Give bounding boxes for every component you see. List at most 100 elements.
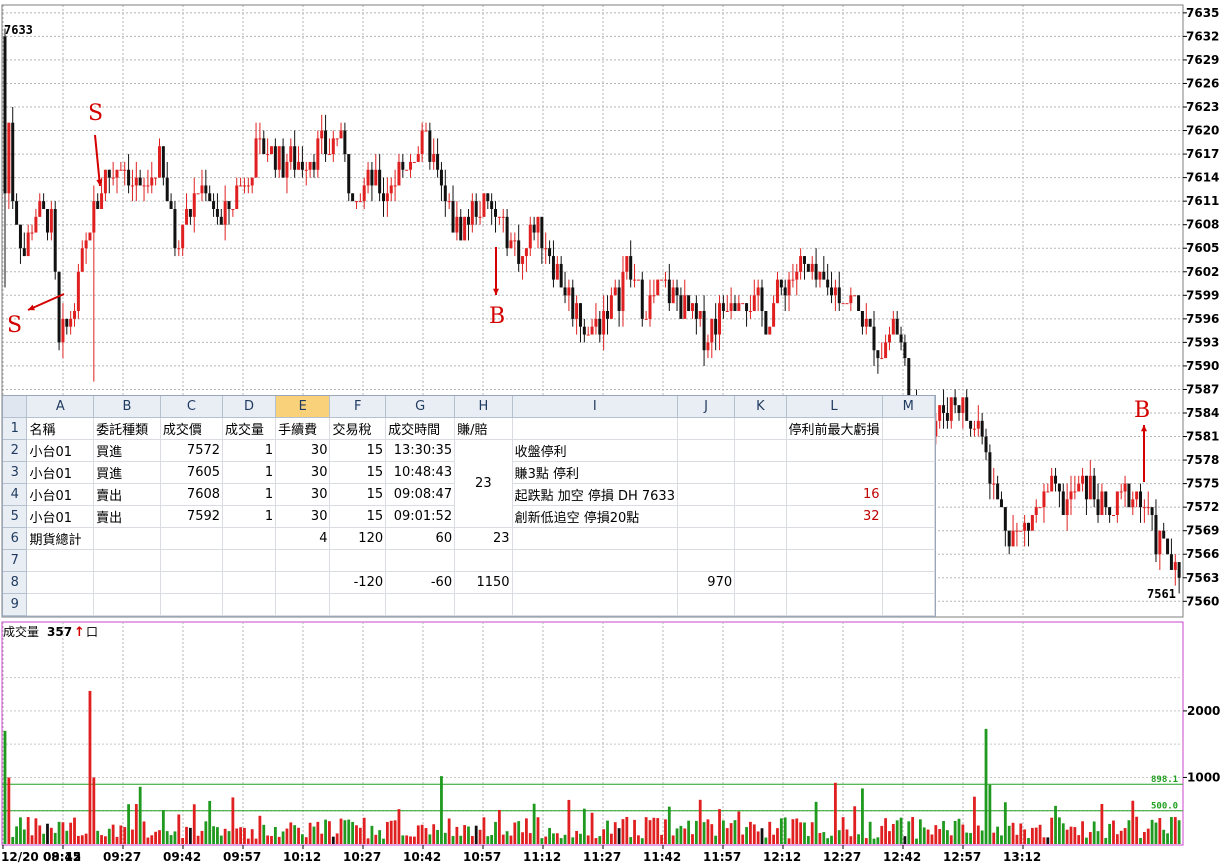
cell-J8[interactable]: 970 [677,571,736,594]
row-header[interactable]: 2 [3,439,28,462]
cell-K2[interactable] [734,439,787,462]
cell-F3[interactable]: 15 [329,461,387,484]
cell-D6[interactable] [222,527,277,550]
cell-G4[interactable]: 09:08:47 [385,483,456,506]
cell-E2[interactable]: 30 [275,439,331,462]
cell-B8[interactable] [93,571,161,594]
cell-merged-H[interactable]: 23 [454,439,513,528]
cell-F2[interactable]: 15 [329,439,387,462]
cell-M1[interactable] [882,417,935,440]
column-header[interactable]: C [160,396,224,418]
cell-G3[interactable]: 10:48:43 [385,461,456,484]
column-header[interactable]: H [454,396,513,418]
cell-A6[interactable]: 期貨總計 [26,527,95,550]
cell-G6[interactable]: 60 [385,527,456,550]
row-header[interactable]: 1 [3,417,28,440]
cell-E4[interactable]: 30 [275,483,331,506]
cell-I1[interactable] [512,417,678,440]
cell-A3[interactable]: 小台01 [26,461,95,484]
cell-I8[interactable] [512,571,678,594]
cell-C2[interactable]: 7572 [160,439,224,462]
row-header[interactable]: 9 [3,593,28,616]
cell-M7[interactable] [882,549,935,572]
cell-L8[interactable] [786,571,883,594]
column-header[interactable]: J [677,396,736,418]
cell-F1[interactable]: 交易稅 [329,417,387,440]
cell-C1[interactable]: 成交價 [160,417,224,440]
cell-J4[interactable] [677,483,736,506]
column-header[interactable]: A [26,396,95,418]
cell-D5[interactable]: 1 [222,505,277,528]
cell-M3[interactable] [882,461,935,484]
cell-M2[interactable] [882,439,935,462]
cell-G8[interactable]: -60 [385,571,456,594]
cell-I5[interactable]: 創新低追空 停損20點 [512,505,678,528]
cell-C8[interactable] [160,571,224,594]
column-header[interactable]: D [222,396,277,418]
cell-B1[interactable]: 委託種類 [93,417,161,440]
column-header[interactable]: M [882,396,935,418]
column-header[interactable]: G [385,396,456,418]
row-header[interactable]: 6 [3,527,28,550]
cell-L4[interactable]: 16 [786,483,883,506]
row-header[interactable]: 4 [3,483,28,506]
cell-D8[interactable] [222,571,277,594]
cell-L2[interactable] [786,439,883,462]
cell-H9[interactable] [454,593,513,616]
cell-D4[interactable]: 1 [222,483,277,506]
cell-E5[interactable]: 30 [275,505,331,528]
cell-E3[interactable]: 30 [275,461,331,484]
cell-A7[interactable] [26,549,95,572]
cell-M4[interactable] [882,483,935,506]
cell-K6[interactable] [734,527,787,550]
cell-A9[interactable] [26,593,95,616]
select-all-corner[interactable] [3,396,28,418]
cell-D2[interactable]: 1 [222,439,277,462]
cell-G7[interactable] [385,549,456,572]
column-header[interactable]: L [786,396,883,418]
cell-A1[interactable]: 名稱 [26,417,95,440]
cell-G1[interactable]: 成交時間 [385,417,456,440]
cell-A5[interactable]: 小台01 [26,505,95,528]
cell-D3[interactable]: 1 [222,461,277,484]
column-header[interactable]: F [329,396,387,418]
row-header[interactable]: 8 [3,571,28,594]
cell-J2[interactable] [677,439,736,462]
cell-K8[interactable] [734,571,787,594]
cell-F9[interactable] [329,593,387,616]
cell-A2[interactable]: 小台01 [26,439,95,462]
cell-F5[interactable]: 15 [329,505,387,528]
cell-D7[interactable] [222,549,277,572]
cell-M6[interactable] [882,527,935,550]
cell-E9[interactable] [275,593,331,616]
cell-B5[interactable]: 賣出 [93,505,161,528]
column-header[interactable]: B [93,396,161,418]
cell-H7[interactable] [454,549,513,572]
cell-H8[interactable]: 1150 [454,571,513,594]
cell-F7[interactable] [329,549,387,572]
cell-J6[interactable] [677,527,736,550]
cell-I4[interactable]: 起跌點 加空 停損 DH 7633 [512,483,678,506]
cell-H1[interactable]: 賺/賠 [454,417,513,440]
cell-D1[interactable]: 成交量 [222,417,277,440]
cell-C4[interactable]: 7608 [160,483,224,506]
cell-E7[interactable] [275,549,331,572]
cell-G9[interactable] [385,593,456,616]
cell-K5[interactable] [734,505,787,528]
cell-L7[interactable] [786,549,883,572]
cell-F4[interactable]: 15 [329,483,387,506]
cell-K4[interactable] [734,483,787,506]
cell-B3[interactable]: 買進 [93,461,161,484]
cell-D9[interactable] [222,593,277,616]
cell-H6[interactable]: 23 [454,527,513,550]
cell-K7[interactable] [734,549,787,572]
cell-C7[interactable] [160,549,224,572]
cell-L6[interactable] [786,527,883,550]
cell-K1[interactable] [734,417,787,440]
cell-K9[interactable] [734,593,787,616]
cell-L1[interactable]: 停利前最大虧損 [786,417,883,440]
cell-L3[interactable] [786,461,883,484]
cell-E8[interactable] [275,571,331,594]
cell-I2[interactable]: 收盤停利 [512,439,678,462]
cell-L9[interactable] [786,593,883,616]
